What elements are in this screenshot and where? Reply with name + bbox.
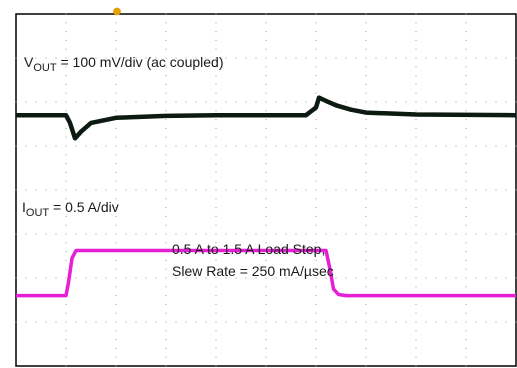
annotation-load-step: 0.5 A to 1.5 A Load Step, (172, 241, 325, 257)
annotation-slew-rate: Slew Rate = 250 mA/µsec (172, 263, 334, 279)
iout-scale-label: IOUT = 0.5 A/div (22, 199, 119, 219)
grid-hline (15, 277, 517, 279)
grid-vline (115, 13, 117, 367)
grid-hline (15, 145, 517, 147)
iout-trace (16, 248, 516, 298)
trace-layer (16, 95, 517, 298)
iout-label-rest: = 0.5 A/div (49, 199, 119, 215)
grid-hline (15, 57, 517, 59)
grid-hline (15, 321, 517, 323)
trigger-marker: ● (113, 6, 122, 17)
plot-grid (15, 13, 517, 367)
grid-hline (15, 233, 517, 235)
iout-label-sub: OUT (26, 207, 50, 219)
vout-scale-label: VOUT = 100 mV/div (ac coupled) (24, 54, 224, 74)
iout-label-main: I (22, 199, 26, 215)
grid-vline (465, 13, 467, 367)
grid-hline (15, 189, 517, 191)
vout-label-main: V (24, 54, 34, 70)
vout-trace (16, 95, 517, 141)
vout-label-rest: = 100 mV/div (ac coupled) (57, 54, 224, 70)
vout-label-sub: OUT (33, 62, 57, 74)
